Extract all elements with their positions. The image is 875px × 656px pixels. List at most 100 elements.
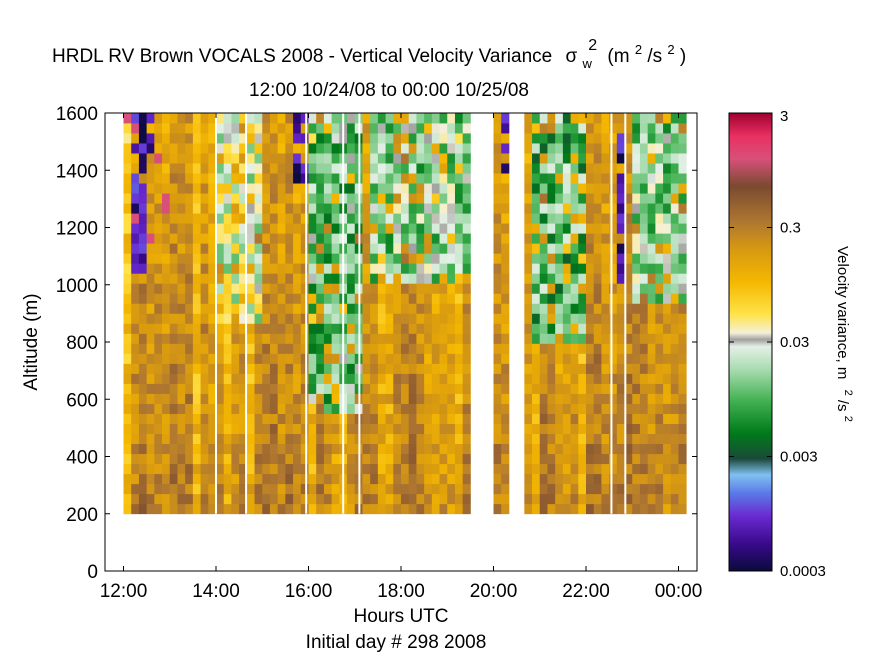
- heatmap-cell: [655, 273, 664, 284]
- heatmap-cell: [123, 463, 132, 475]
- heatmap-cell: [663, 503, 672, 515]
- heatmap-cell: [347, 253, 356, 264]
- heatmap-cell: [377, 233, 386, 244]
- heatmap-cell: [393, 173, 402, 184]
- heatmap-cell: [431, 443, 440, 455]
- heatmap-cell: [578, 363, 587, 374]
- heatmap-cell: [123, 323, 132, 334]
- heatmap-cell: [393, 153, 402, 164]
- heatmap-cell: [123, 133, 132, 144]
- heatmap-cell: [223, 373, 232, 384]
- heatmap-cell: [308, 123, 317, 134]
- heatmap-cell: [277, 163, 286, 174]
- heatmap-cell: [639, 363, 649, 374]
- heatmap-cell: [593, 463, 602, 475]
- heatmap-cell: [462, 343, 471, 354]
- heatmap-cell: [663, 443, 672, 455]
- heatmap-cell: [393, 113, 402, 124]
- heatmap-cell: [185, 233, 194, 244]
- heatmap-cell: [639, 453, 649, 465]
- heatmap-cell: [162, 273, 171, 284]
- heatmap-cell: [377, 473, 386, 485]
- heatmap-cell: [254, 453, 263, 465]
- heatmap-cell: [300, 323, 309, 334]
- heatmap-cell: [200, 323, 209, 334]
- heatmap-cell: [254, 303, 263, 314]
- heatmap-cell: [532, 163, 541, 174]
- heatmap-cell: [593, 363, 602, 374]
- heatmap-cell: [439, 243, 448, 254]
- heatmap-cell: [454, 443, 464, 455]
- heatmap-cell: [416, 203, 425, 214]
- heatmap-cell: [616, 393, 625, 404]
- heatmap-cell: [593, 453, 602, 465]
- heatmap-cell: [323, 423, 333, 434]
- heatmap-cell: [555, 303, 564, 314]
- heatmap-cell: [192, 493, 201, 505]
- heatmap-cell: [293, 113, 302, 124]
- heatmap-cell: [539, 453, 548, 465]
- heatmap-cell: [331, 123, 340, 134]
- heatmap-cell: [300, 373, 309, 384]
- heatmap-cell: [670, 373, 679, 384]
- heatmap-cell: [192, 143, 201, 154]
- heatmap-cell: [200, 163, 209, 174]
- heatmap-cell: [185, 313, 194, 324]
- heatmap-cell: [185, 433, 194, 445]
- heatmap-cell: [192, 403, 201, 414]
- heatmap-cell: [601, 243, 610, 254]
- heatmap-cell: [570, 303, 579, 314]
- heatmap-cell: [331, 493, 340, 505]
- heatmap-cell: [216, 383, 225, 394]
- heatmap-cell: [162, 373, 171, 384]
- heatmap-cell: [593, 193, 602, 204]
- heatmap-cell: [254, 113, 263, 124]
- heatmap-cell: [401, 253, 410, 264]
- heatmap-cell: [285, 343, 294, 354]
- heatmap-cell: [177, 213, 186, 224]
- heatmap-cell: [663, 283, 672, 294]
- heatmap-cell: [586, 133, 595, 144]
- chart-title-symbol: σ: [566, 46, 578, 67]
- heatmap-cell: [162, 403, 171, 414]
- heatmap-cell: [308, 293, 317, 304]
- heatmap-cell: [216, 503, 225, 515]
- heatmap-cell: [670, 313, 679, 324]
- heatmap-cell: [185, 193, 194, 204]
- heatmap-cell: [377, 493, 386, 505]
- heatmap-cell: [123, 393, 132, 404]
- heatmap-cell: [200, 293, 209, 304]
- heatmap-cell: [146, 173, 155, 184]
- heatmap-cell: [570, 503, 579, 515]
- heatmap-cell: [570, 193, 579, 204]
- heatmap-cell: [223, 113, 232, 124]
- heatmap-cell: [146, 453, 155, 465]
- heatmap-cell: [547, 363, 556, 374]
- heatmap-cell: [670, 223, 679, 234]
- heatmap-cell: [547, 373, 556, 384]
- heatmap-cell: [300, 173, 309, 184]
- heatmap-cell: [532, 253, 541, 264]
- heatmap-cell: [385, 313, 394, 324]
- heatmap-cell: [377, 223, 386, 234]
- heatmap-cell: [632, 483, 641, 495]
- heatmap-cell: [177, 163, 186, 174]
- y-tick-label: 1200: [56, 219, 98, 240]
- heatmap-cell: [131, 263, 140, 274]
- heatmap-cell: [123, 343, 132, 354]
- heatmap-cell: [663, 163, 672, 174]
- heatmap-cell: [539, 163, 548, 174]
- heatmap-cell: [439, 333, 448, 344]
- heatmap-cell: [655, 253, 664, 264]
- heatmap-cell: [377, 413, 386, 424]
- heatmap-cell: [447, 123, 456, 134]
- heatmap-cell: [578, 383, 587, 394]
- heatmap-cell: [431, 253, 440, 264]
- heatmap-cell: [624, 493, 633, 505]
- heatmap-cell: [578, 143, 587, 154]
- heatmap-cell: [300, 293, 309, 304]
- heatmap-cell: [323, 413, 333, 424]
- heatmap-cell: [431, 273, 440, 284]
- heatmap-cell: [385, 393, 394, 404]
- heatmap-cell: [393, 193, 402, 204]
